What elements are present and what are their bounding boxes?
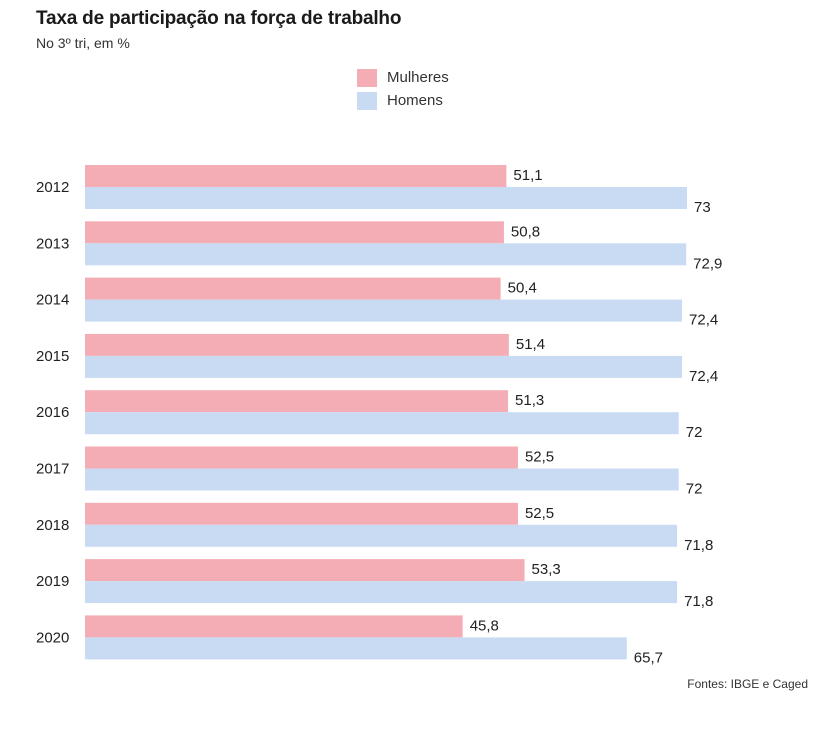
bar-mulheres-2020 — [85, 615, 463, 638]
category-label-2013: 2013 — [36, 235, 69, 252]
chart-legend: Mulheres Homens — [357, 66, 449, 112]
bar-homens-2015 — [85, 355, 683, 378]
legend-item-homens: Homens — [357, 89, 449, 112]
value-label-mulheres-2014: 50,4 — [508, 280, 537, 297]
legend-label-mulheres: Mulheres — [387, 69, 449, 86]
category-label-2019: 2019 — [36, 573, 69, 590]
bar-homens-2020 — [85, 637, 627, 660]
bar-mulheres-2014 — [85, 277, 501, 300]
bar-mulheres-2015 — [85, 333, 509, 356]
category-label-2014: 2014 — [36, 292, 69, 309]
value-label-homens-2017: 72 — [686, 481, 703, 498]
value-label-mulheres-2020: 45,8 — [470, 617, 499, 634]
value-label-homens-2014: 72,4 — [689, 312, 718, 329]
value-label-homens-2020: 65,7 — [634, 649, 663, 666]
value-label-homens-2018: 71,8 — [684, 537, 713, 554]
bar-homens-2019 — [85, 581, 678, 604]
bar-homens-2013 — [85, 243, 687, 266]
bar-mulheres-2012 — [85, 165, 507, 187]
category-label-2020: 2020 — [36, 629, 69, 646]
bar-mulheres-2017 — [85, 446, 518, 469]
source-note: Fontes: IBGE e Caged — [687, 677, 808, 691]
value-label-homens-2012: 73 — [694, 199, 711, 216]
value-label-homens-2015: 72,4 — [689, 368, 718, 385]
value-label-mulheres-2015: 51,4 — [516, 336, 545, 353]
bar-mulheres-2019 — [85, 559, 525, 582]
category-label-2012: 2012 — [36, 179, 69, 196]
bar-homens-2016 — [85, 412, 679, 435]
bar-homens-2017 — [85, 468, 679, 491]
category-label-2018: 2018 — [36, 517, 69, 534]
value-label-mulheres-2017: 52,5 — [525, 449, 554, 466]
bar-homens-2012 — [85, 187, 687, 209]
legend-label-homens: Homens — [387, 92, 443, 109]
category-label-2017: 2017 — [36, 461, 69, 478]
chart-title: Taxa de participação na força de trabalh… — [36, 8, 402, 29]
value-label-mulheres-2018: 52,5 — [525, 505, 554, 522]
chart-subtitle: No 3º tri, em % — [36, 35, 130, 51]
bar-homens-2014 — [85, 299, 683, 322]
value-label-homens-2013: 72,9 — [693, 255, 722, 272]
legend-item-mulheres: Mulheres — [357, 66, 449, 89]
value-label-mulheres-2013: 50,8 — [511, 223, 540, 240]
value-label-mulheres-2012: 51,1 — [513, 167, 542, 184]
value-label-mulheres-2019: 53,3 — [532, 561, 561, 578]
bar-mulheres-2016 — [85, 390, 509, 413]
category-label-2015: 2015 — [36, 348, 69, 365]
value-label-mulheres-2016: 51,3 — [515, 392, 544, 409]
value-label-homens-2019: 71,8 — [684, 593, 713, 610]
legend-swatch-homens — [357, 91, 377, 110]
legend-swatch-mulheres — [357, 68, 377, 87]
bar-homens-2018 — [85, 524, 678, 547]
category-label-2016: 2016 — [36, 404, 69, 421]
value-label-homens-2016: 72 — [686, 424, 703, 441]
bar-mulheres-2013 — [85, 221, 504, 244]
bar-mulheres-2018 — [85, 502, 518, 525]
